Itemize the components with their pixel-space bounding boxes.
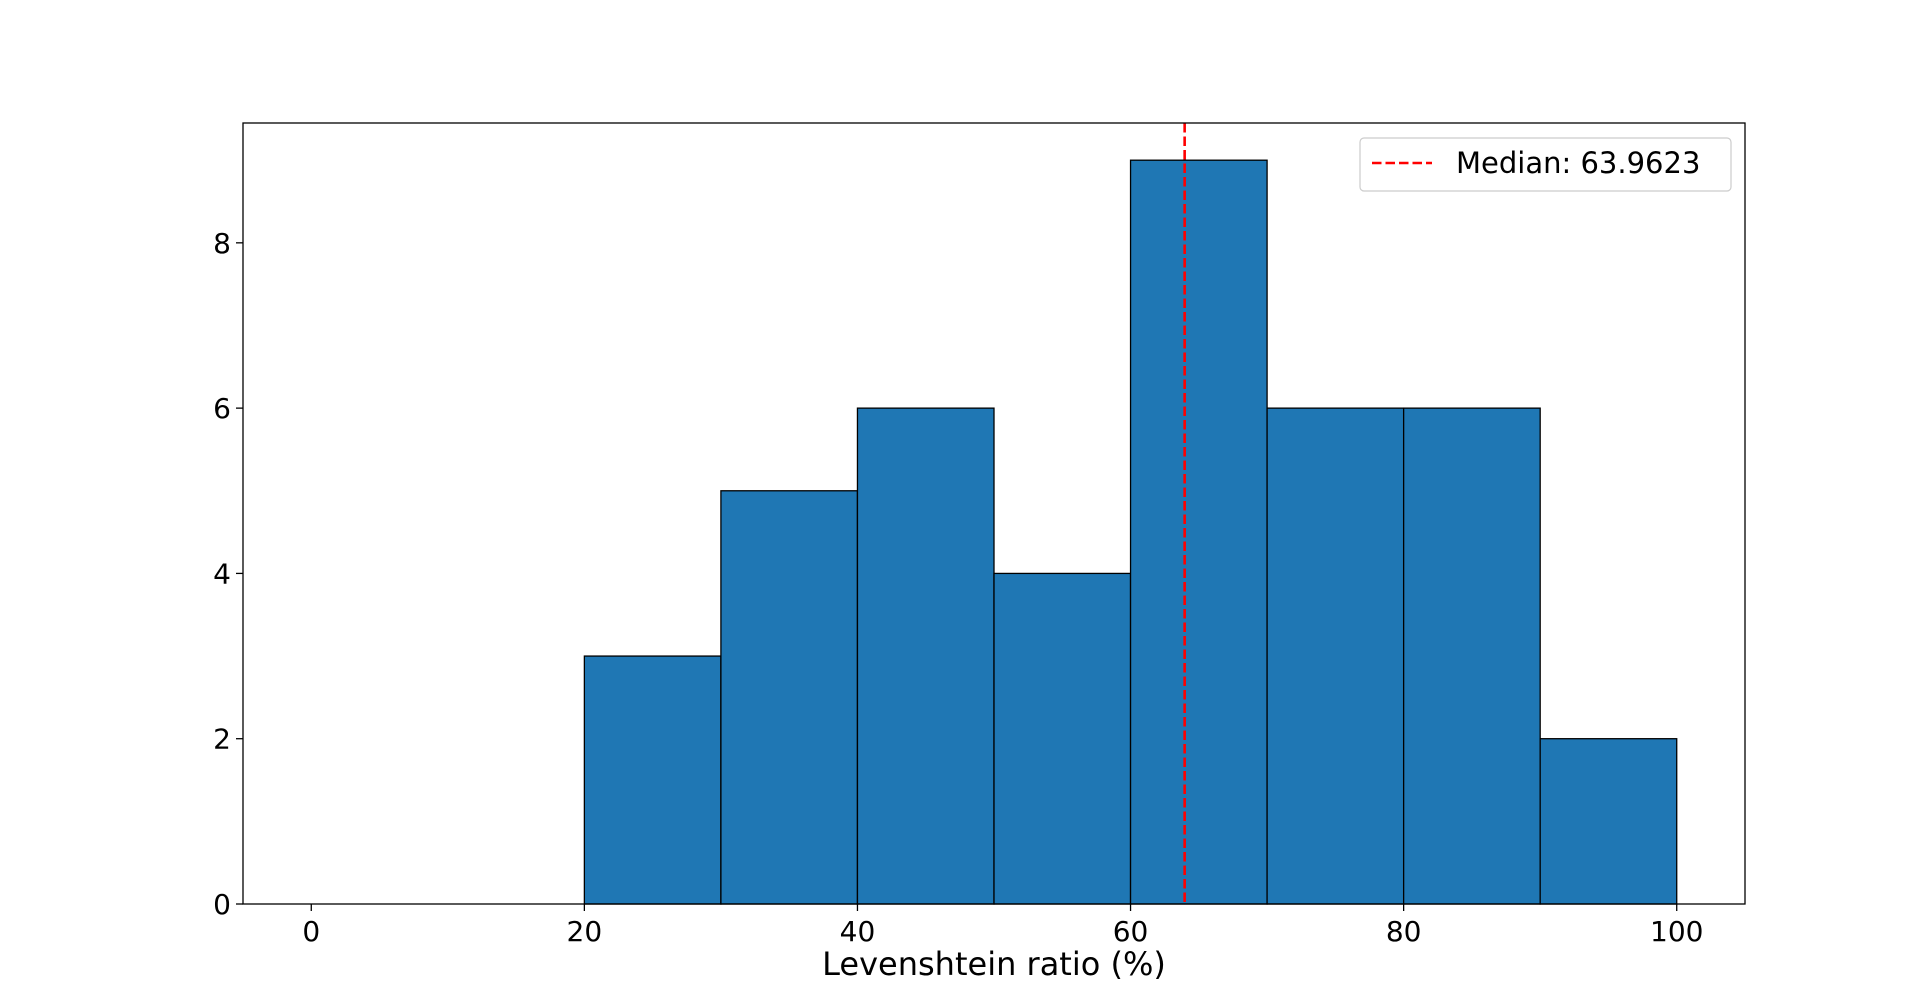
plot-frame bbox=[242, 122, 1746, 905]
x-tick-label: 100 bbox=[1650, 915, 1703, 948]
y-tick-label: 0 bbox=[213, 888, 231, 921]
histogram-bar bbox=[583, 655, 722, 905]
histogram-bar bbox=[1129, 159, 1268, 905]
histogram-bar bbox=[1539, 738, 1678, 905]
histogram-bar bbox=[1266, 407, 1405, 905]
histogram-bar bbox=[856, 407, 995, 905]
x-tick-label: 0 bbox=[302, 915, 320, 948]
histogram-bars bbox=[583, 159, 1678, 905]
y-tick-label: 4 bbox=[213, 557, 231, 590]
histogram-bar bbox=[720, 490, 859, 905]
histogram-bar bbox=[993, 572, 1132, 905]
histogram-bar bbox=[1402, 407, 1541, 905]
x-tick-label: 60 bbox=[1113, 915, 1149, 948]
legend-median-label: Median: 63.9623 bbox=[1456, 146, 1700, 180]
y-tick-label: 8 bbox=[213, 227, 231, 260]
x-tick-label: 40 bbox=[840, 915, 876, 948]
y-tick-label: 2 bbox=[213, 723, 231, 756]
y-tick-label: 6 bbox=[213, 392, 231, 425]
x-axis-title: Levenshtein ratio (%) bbox=[822, 945, 1166, 983]
x-tick-label: 20 bbox=[567, 915, 603, 948]
y-axis-ticks: 0 2 4 6 8 bbox=[213, 227, 243, 921]
x-axis-ticks: 0 20 40 60 80 100 bbox=[302, 904, 1703, 948]
x-tick-label: 80 bbox=[1386, 915, 1422, 948]
legend-box bbox=[1359, 137, 1732, 192]
legend: Median: 63.9623 bbox=[1359, 137, 1732, 192]
